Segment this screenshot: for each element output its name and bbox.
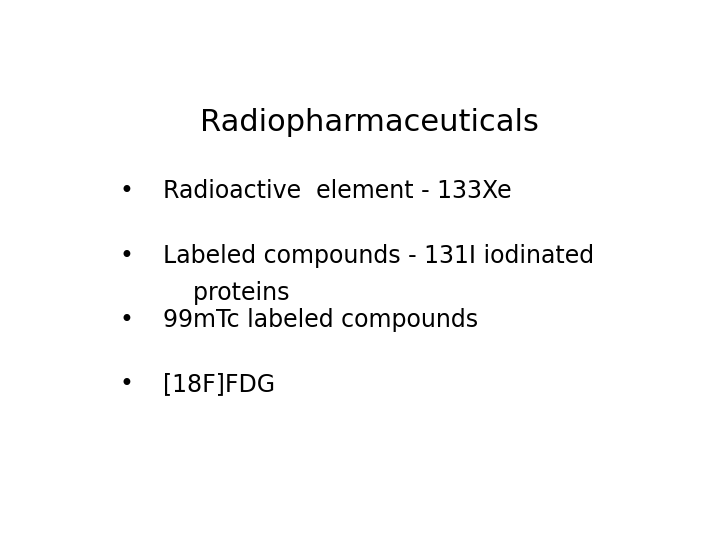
Text: •: • (120, 373, 133, 396)
Text: Labeled compounds ‐ 131I iodinated: Labeled compounds ‐ 131I iodinated (163, 244, 594, 268)
Text: [18F]FDG: [18F]FDG (163, 373, 274, 396)
Text: •: • (120, 244, 133, 268)
Text: 99mTc labeled compounds: 99mTc labeled compounds (163, 308, 477, 332)
Text: •: • (120, 179, 133, 203)
Text: Radiopharmaceuticals: Radiopharmaceuticals (199, 109, 539, 138)
Text: Radioactive  element ‐ 133Xe: Radioactive element ‐ 133Xe (163, 179, 511, 203)
Text: •: • (120, 308, 133, 332)
Text: proteins: proteins (163, 281, 289, 305)
